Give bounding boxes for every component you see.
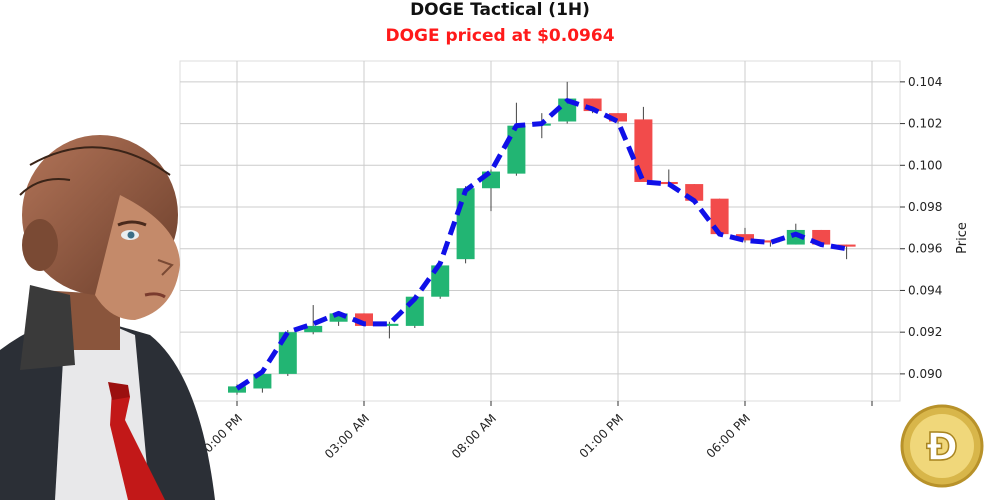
y-axis: 0.090 0.092 0.094 0.096 0.098 0.100 0.102 0.104: [900, 75, 942, 381]
candle-up: [456, 188, 475, 260]
candle-down: [761, 240, 780, 243]
trend-line: [235, 98, 848, 391]
y-tick-label: 0.092: [908, 325, 942, 339]
grid-lines: [180, 61, 900, 401]
y-tick-label: 0.098: [908, 200, 942, 214]
candle-up: [228, 386, 246, 393]
candle-down: [609, 113, 627, 122]
candle-down: [736, 234, 754, 241]
x-tick-label: 03:00 AM: [322, 411, 372, 461]
y-tick-label: 0.104: [908, 75, 942, 89]
candle-up: [380, 323, 399, 326]
plot-area: [179, 60, 901, 402]
y-tick-label: 0.102: [908, 117, 942, 131]
y-axis-label: Price: [955, 222, 970, 254]
chart-title: DOGE Tactical (1H): [410, 0, 590, 20]
robot-avatar-icon: [0, 135, 215, 500]
x-axis: 10:00 PM 03:00 AM 08:00 AM 01:00 PM 06:00 PM: [196, 401, 873, 461]
candle-down: [837, 244, 856, 247]
y-tick-label: 0.094: [908, 283, 942, 297]
y-tick-label: 0.096: [908, 242, 942, 256]
x-tick-label: 08:00 AM: [449, 411, 499, 461]
dogecoin-logo-icon: Ð: [900, 404, 984, 488]
y-tick-label: 0.090: [908, 367, 942, 381]
x-tick-label: 01:00 PM: [577, 411, 626, 460]
candle-up: [304, 325, 323, 333]
chart-subtitle: DOGE priced at $0.0964: [385, 26, 615, 46]
candle-up: [329, 313, 348, 322]
x-tick-label: 06:00 PM: [704, 411, 753, 460]
y-tick-label: 0.100: [908, 158, 942, 172]
svg-text:Ð: Ð: [926, 425, 958, 469]
candle-up: [507, 125, 526, 174]
